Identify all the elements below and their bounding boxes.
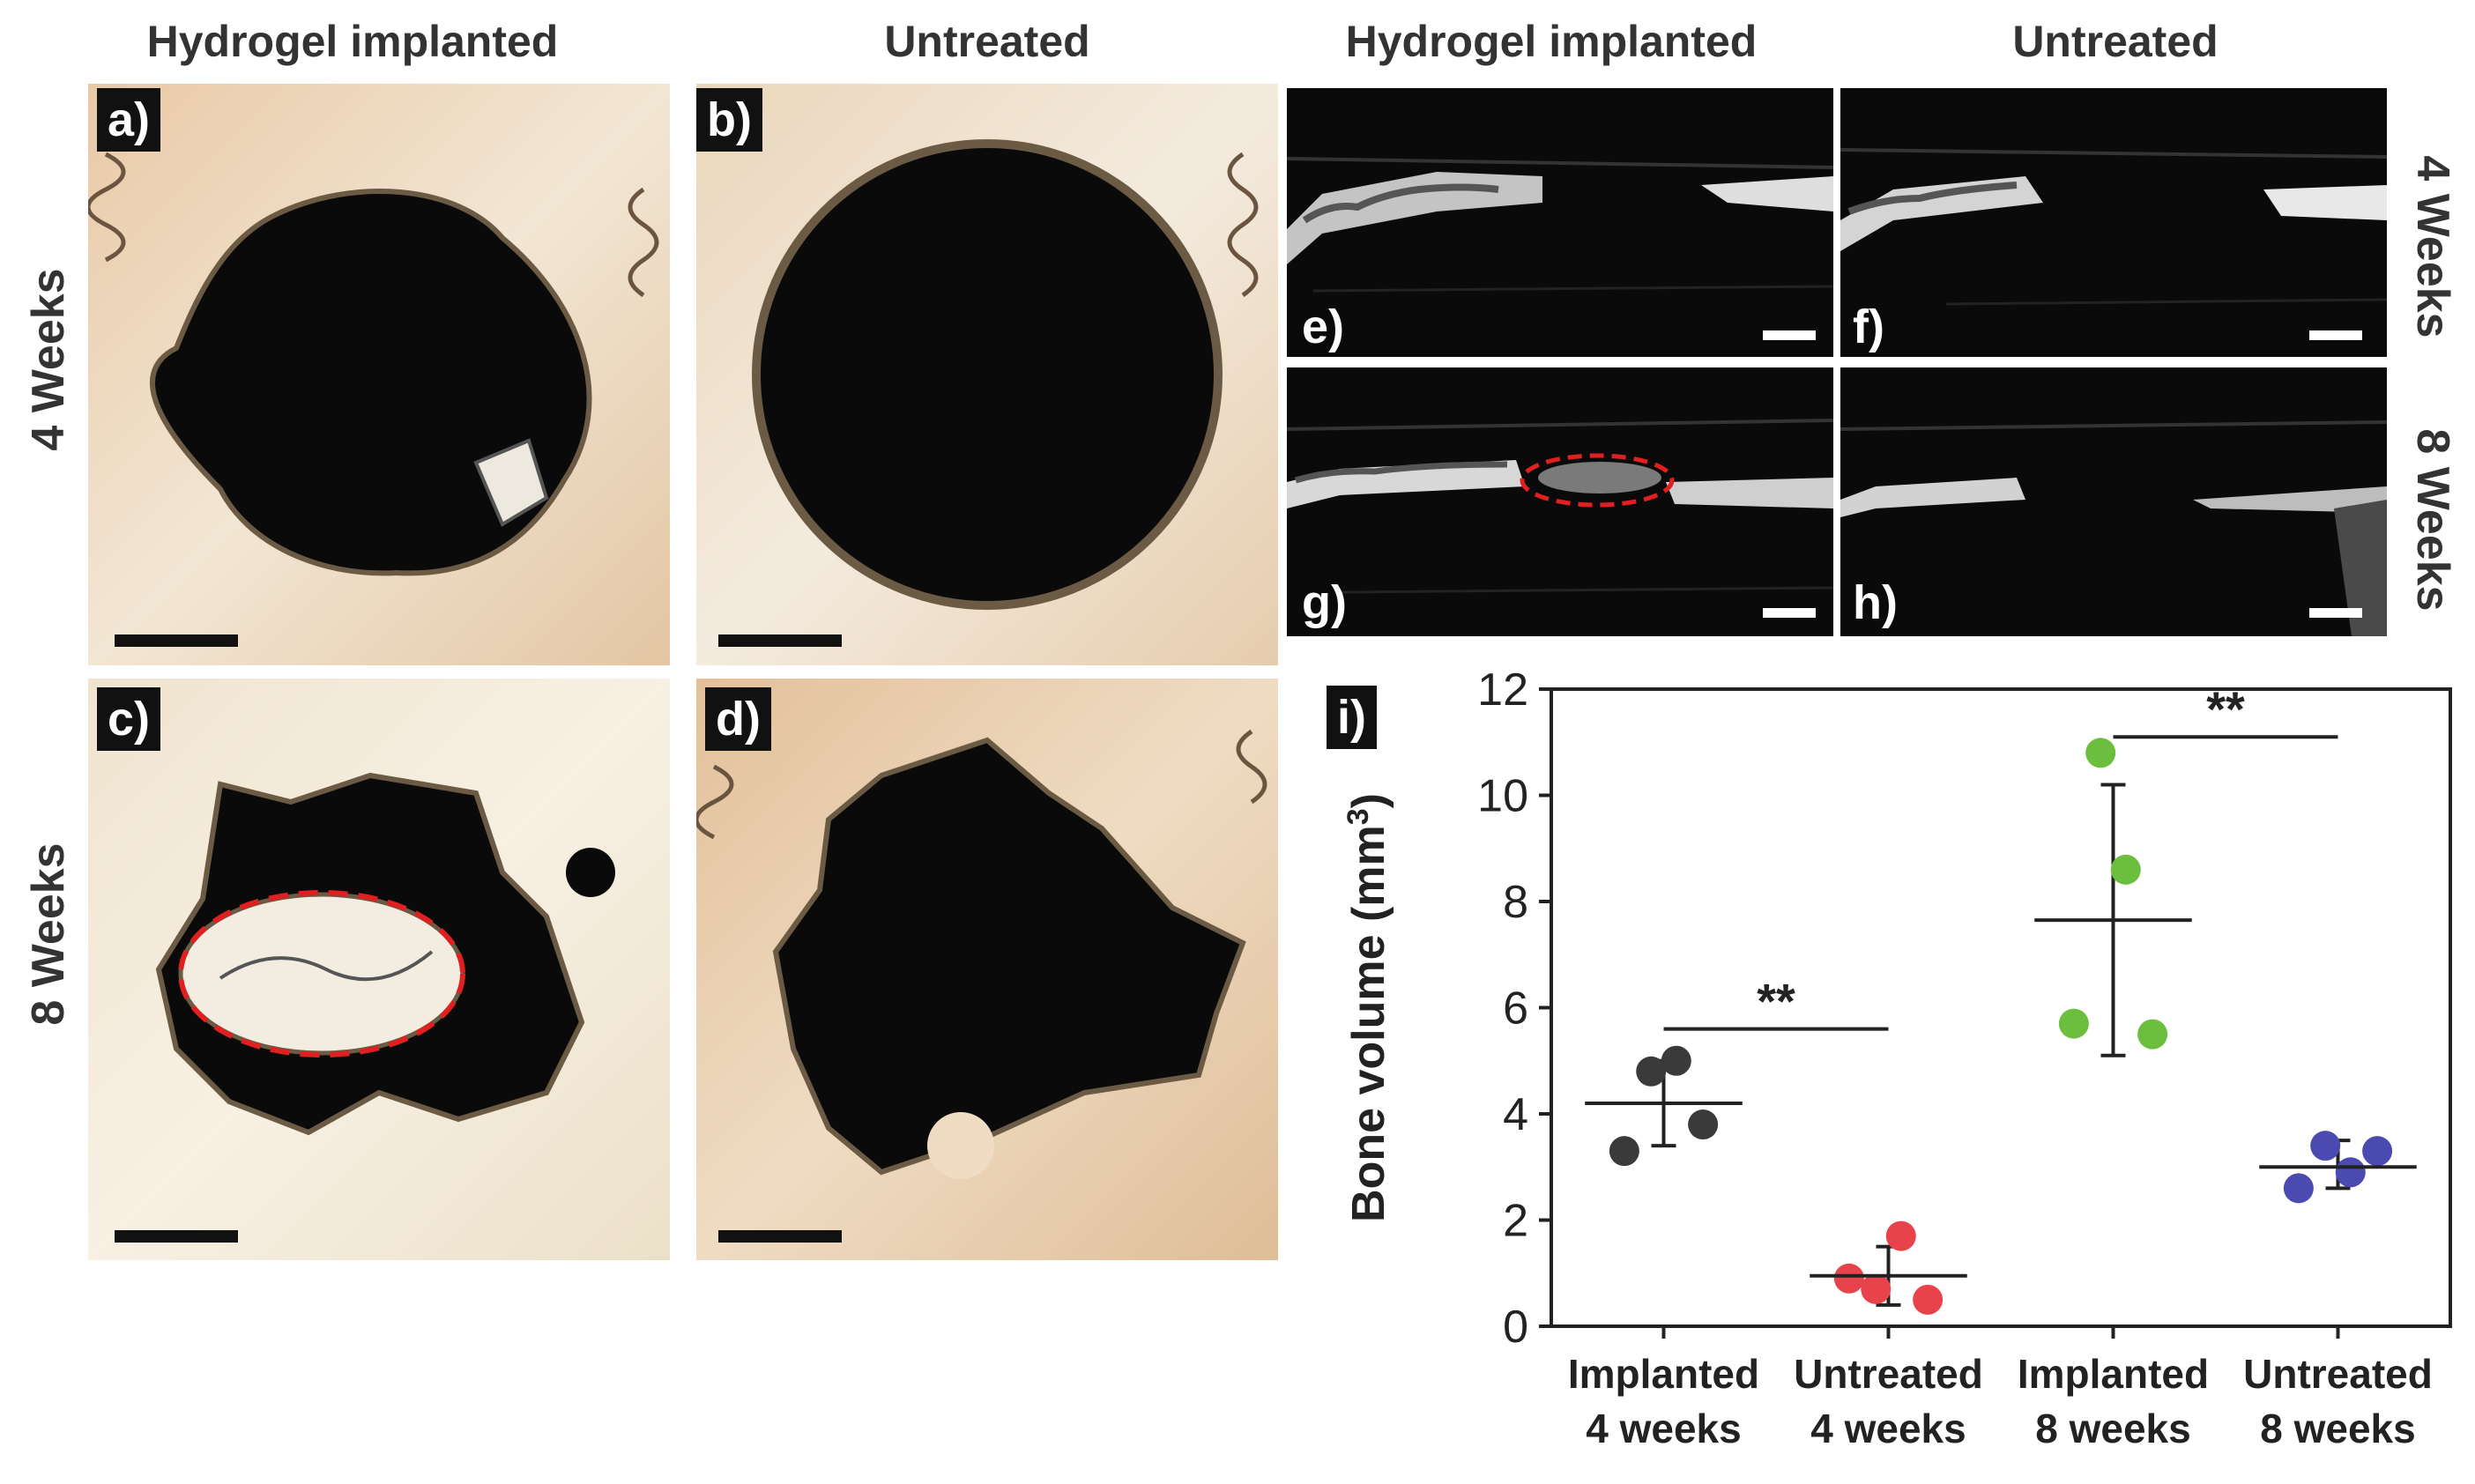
data-point <box>2310 1131 2341 1161</box>
panel-label-g: g) <box>1302 576 1347 629</box>
data-point <box>1913 1284 1944 1315</box>
data-point <box>2137 1019 2168 1050</box>
row-label-right-4-weeks: 4 Weeks <box>2407 155 2458 338</box>
y-tick-label: 8 <box>1503 877 1528 928</box>
significance-label: ** <box>1757 974 1795 1029</box>
panel-e-ct-section-implanted-4w <box>1287 88 1833 357</box>
bone-render-image <box>88 84 670 665</box>
panel-label-i: i) <box>1327 686 1377 749</box>
data-point <box>2110 854 2141 885</box>
y-tick-label: 2 <box>1503 1196 1528 1247</box>
panel-c-microct-implanted-8w <box>88 679 670 1260</box>
plot-frame <box>1550 687 2452 1328</box>
scale-bar <box>115 1230 238 1243</box>
col-header-untreated-ct: Untreated <box>2012 17 2219 66</box>
panel-label-a: a) <box>97 88 161 152</box>
row-label-right-8-weeks: 8 Weeks <box>2407 428 2458 612</box>
scale-bar <box>1763 608 1816 618</box>
data-point <box>1885 1221 1916 1251</box>
scale-bar <box>2309 330 2362 340</box>
x-tick-label: Untreated <box>1794 1351 1983 1397</box>
x-tick-label: 8 weeks <box>2035 1406 2190 1451</box>
data-point <box>2058 1008 2089 1039</box>
data-point <box>1833 1263 1864 1294</box>
x-tick-label: 8 weeks <box>2260 1406 2415 1451</box>
row-label-8-weeks: 8 Weeks <box>23 842 74 1026</box>
ct-section-image <box>1287 419 1833 594</box>
panel-h-ct-section-untreated-8w <box>1840 367 2387 636</box>
y-axis-label: Bone volume (mm3) <box>1342 793 1394 1222</box>
ct-section-image <box>1840 148 2387 306</box>
bone-render-image <box>88 679 670 1260</box>
col-header-hydrogel-implanted: Hydrogel implanted <box>146 17 559 66</box>
data-point <box>2085 738 2116 768</box>
scale-bar <box>115 634 238 647</box>
significance-label: ** <box>2206 681 2245 737</box>
x-tick-label: Implanted <box>1568 1351 1759 1397</box>
y-tick-label: 10 <box>1477 771 1528 822</box>
panel-label-b: b) <box>696 88 762 152</box>
y-tick-label: 6 <box>1503 983 1528 1035</box>
y-tick-label: 0 <box>1503 1302 1528 1353</box>
data-point <box>1861 1273 1892 1304</box>
scale-bar <box>2309 608 2362 618</box>
data-point <box>1688 1109 1719 1140</box>
data-point <box>2362 1136 2393 1167</box>
bone-render-image <box>696 679 1278 1260</box>
panel-label-f: f) <box>1853 301 1884 353</box>
panel-label-e: e) <box>1302 301 1345 353</box>
scale-bar <box>718 1230 842 1243</box>
bone-render-image <box>696 84 1278 665</box>
y-tick-label: 4 <box>1503 1089 1528 1140</box>
data-point <box>2335 1157 2366 1188</box>
panel-label-h: h) <box>1853 576 1898 629</box>
row-label-4-weeks: 4 Weeks <box>23 268 74 451</box>
ct-section-image <box>1840 420 2387 636</box>
bone-volume-chart: 0 2 4 6 8 10 12 Bone volume (mm3) Implanted 4 wee… <box>1342 670 2452 1451</box>
data-point <box>2283 1173 2314 1204</box>
panel-label-c: c) <box>97 687 161 751</box>
panel-f-ct-section-untreated-4w <box>1840 88 2387 357</box>
panel-b-microct-untreated-4w <box>696 84 1278 665</box>
y-tick-label: 12 <box>1477 670 1528 716</box>
scale-bar <box>718 634 842 647</box>
x-tick-label: Implanted <box>2018 1351 2209 1397</box>
scale-bar <box>1763 330 1816 340</box>
data-point <box>1609 1136 1639 1167</box>
panel-d-microct-untreated-8w <box>696 679 1278 1260</box>
data-point <box>1636 1056 1667 1087</box>
x-tick-label: 4 weeks <box>1810 1406 1966 1451</box>
col-header-untreated: Untreated <box>884 17 1090 66</box>
panel-g-ct-section-implanted-8w <box>1287 367 1833 636</box>
x-tick-label: 4 weeks <box>1586 1406 1741 1451</box>
panel-label-d: d) <box>705 687 771 751</box>
ct-section-image <box>1287 157 1833 293</box>
panel-a-microct-implanted-4w <box>88 84 670 665</box>
col-header-hydrogel-implanted-ct: Hydrogel implanted <box>1345 17 1758 66</box>
data-point <box>1661 1045 1691 1076</box>
x-tick-label: Untreated <box>2243 1351 2433 1397</box>
